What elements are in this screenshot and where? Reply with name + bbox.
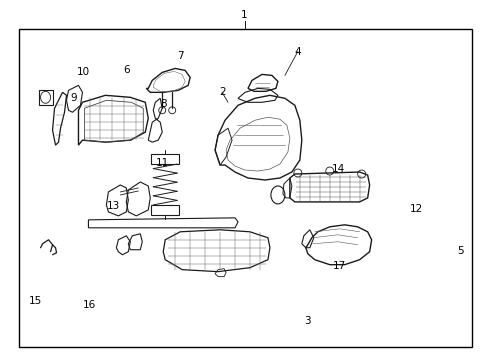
Text: 4: 4	[294, 46, 301, 57]
Text: 9: 9	[70, 93, 77, 103]
Bar	[19, 28, 471, 347]
Text: 16: 16	[82, 300, 96, 310]
Text: 12: 12	[408, 204, 422, 215]
Text: 5: 5	[456, 246, 463, 256]
Text: 3: 3	[304, 316, 310, 325]
Text: 8: 8	[161, 99, 167, 109]
Text: 7: 7	[177, 51, 183, 61]
Text: 6: 6	[123, 64, 129, 75]
Text: 10: 10	[77, 67, 90, 77]
Text: 13: 13	[107, 201, 120, 211]
Text: 1: 1	[241, 10, 247, 20]
Text: 2: 2	[219, 87, 225, 97]
Text: 14: 14	[331, 164, 344, 174]
Text: 11: 11	[156, 158, 169, 168]
Text: 15: 15	[29, 296, 42, 306]
Text: 17: 17	[332, 261, 346, 271]
